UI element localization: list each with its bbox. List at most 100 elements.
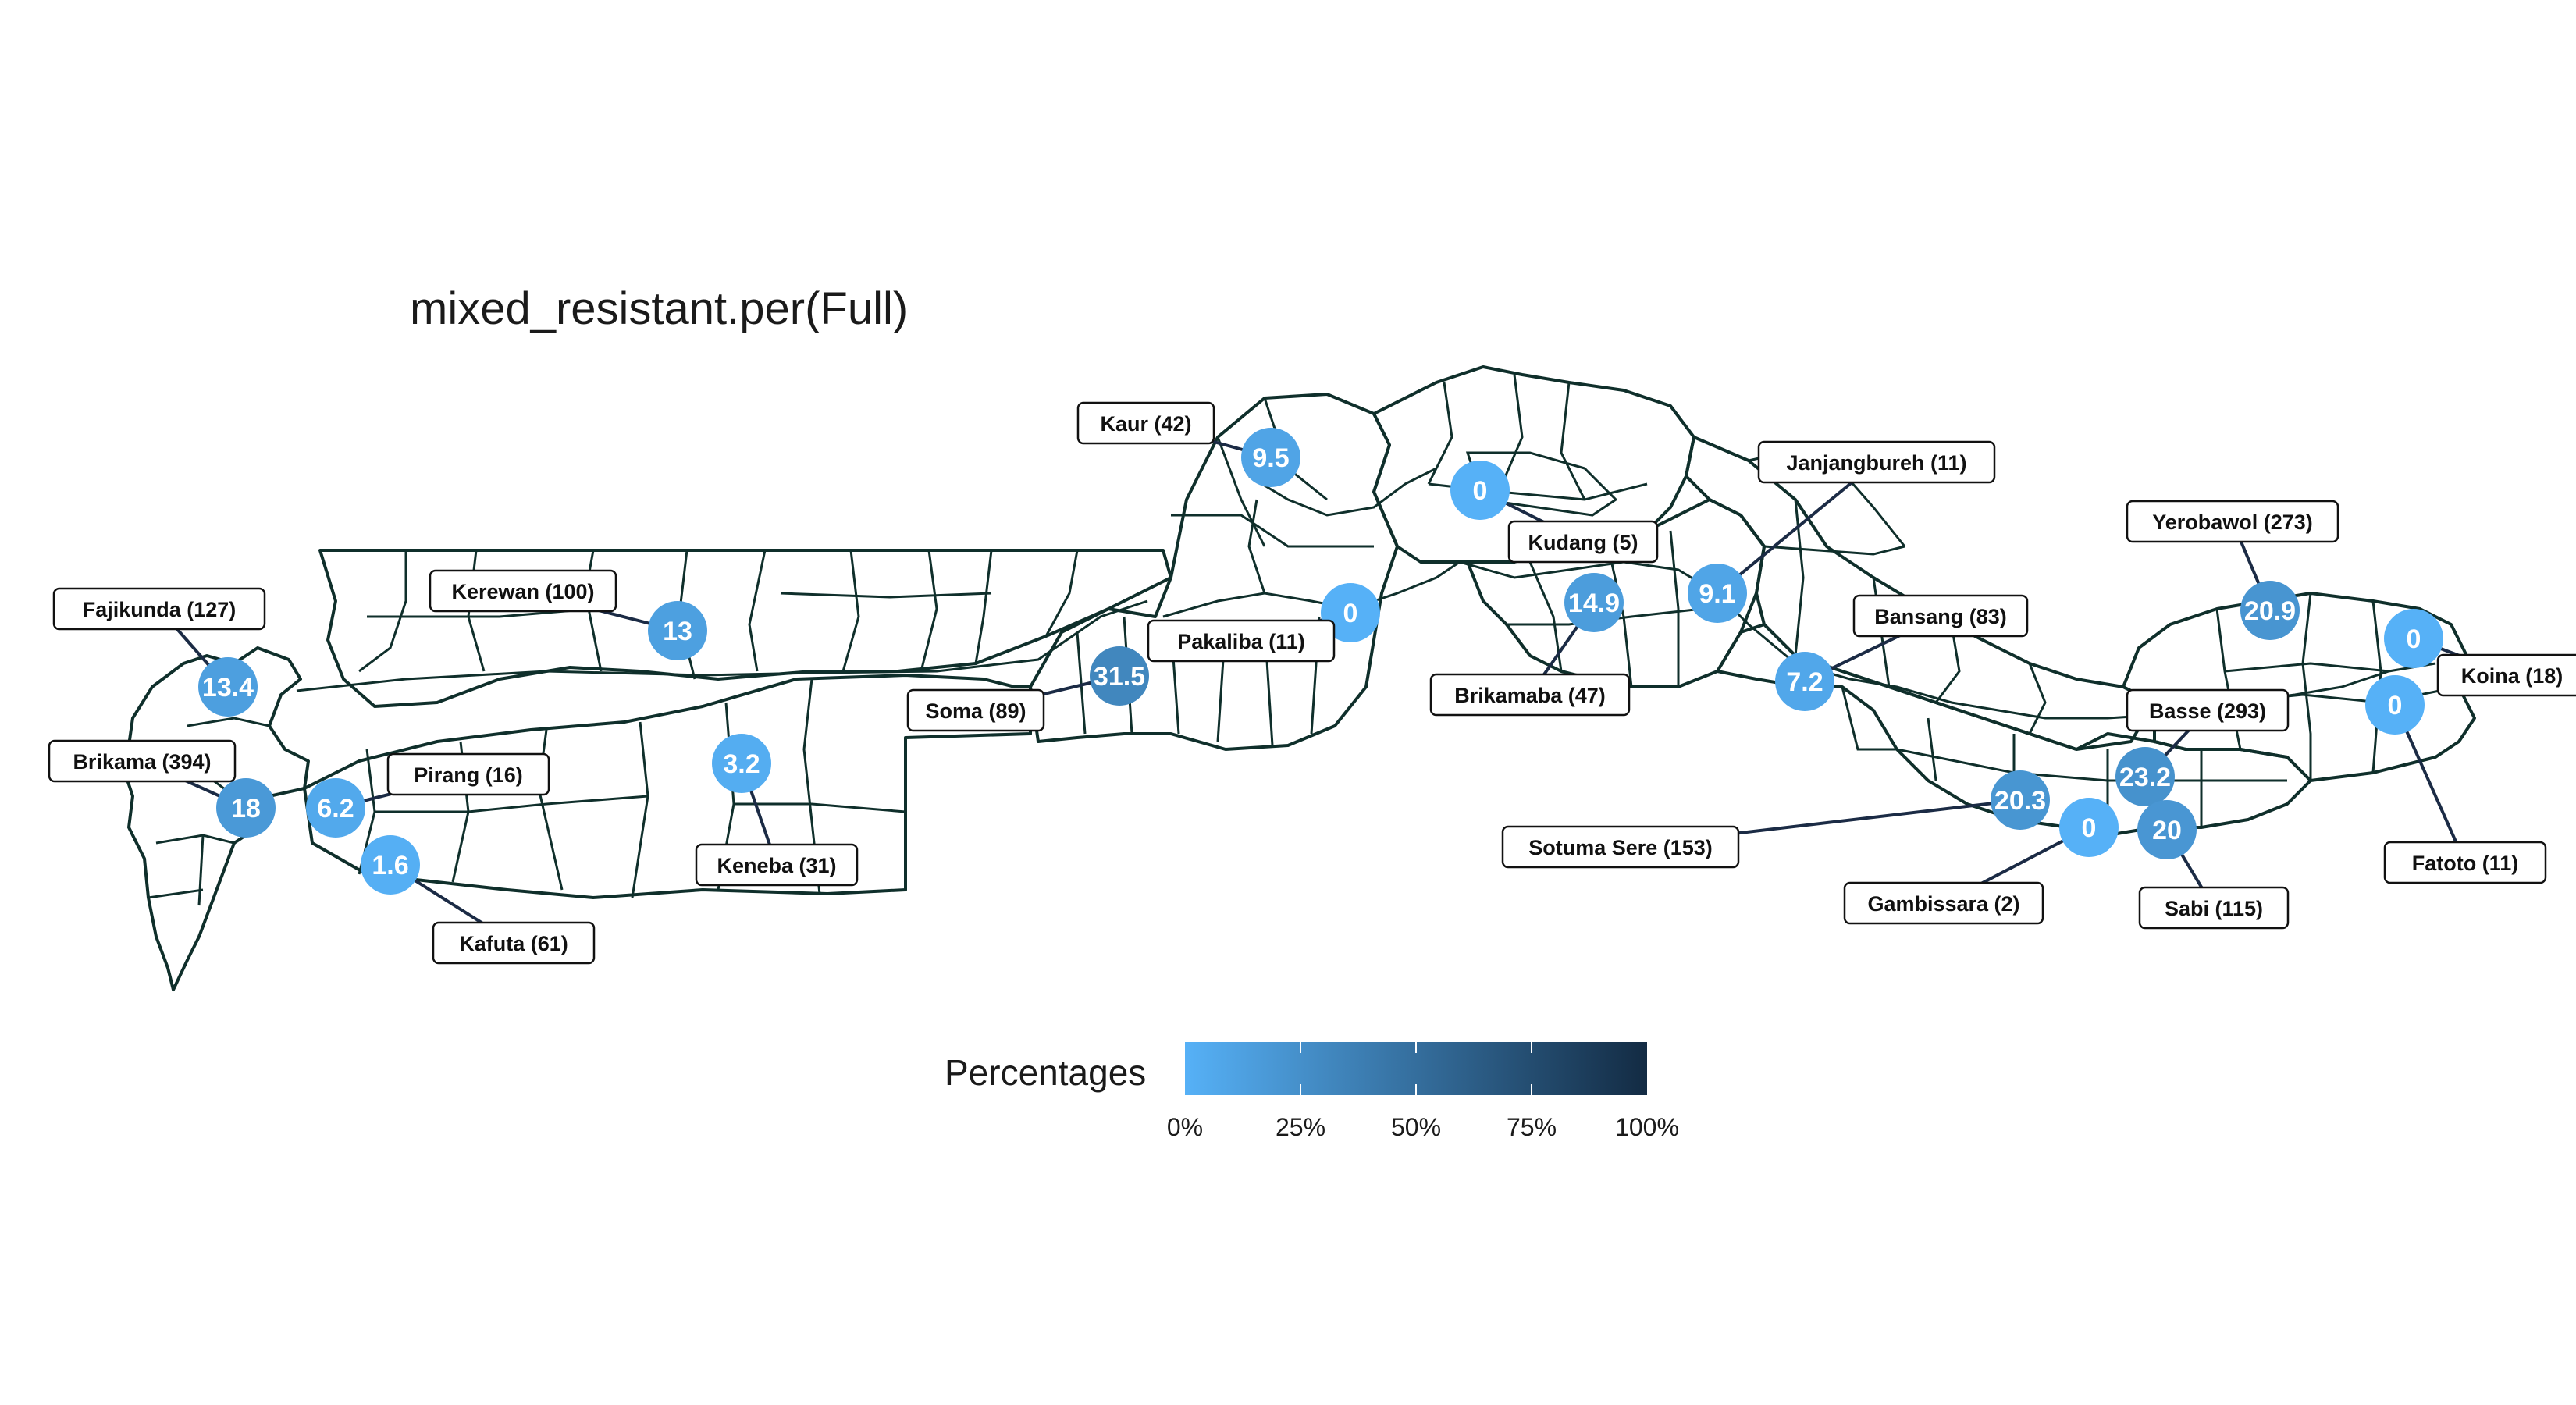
- label-gambissara: Gambissara (2): [1843, 881, 2044, 925]
- label-box-kafuta: [432, 921, 596, 965]
- label-box-sotuma-sere: [1501, 825, 1740, 869]
- marker-value-sabi: 20: [2152, 816, 2182, 845]
- label-text-fatoto: Fatoto (11): [2412, 852, 2519, 875]
- label-kudang: Kudang (5): [1507, 520, 1659, 564]
- marker-value-soma: 31.5: [1094, 662, 1145, 692]
- marker-value-kerewan: 13: [663, 617, 692, 646]
- legend-tick-label: 25%: [1276, 1113, 1325, 1141]
- label-text-kudang: Kudang (5): [1528, 531, 1638, 554]
- label-text-kerewan: Kerewan (100): [451, 580, 594, 603]
- marker-kaur: [1241, 428, 1300, 487]
- legend-tick-label: 0%: [1167, 1113, 1203, 1141]
- marker-value-pakaliba: 0: [1343, 599, 1358, 628]
- legend-ticks: 0% 25% 50% 75% 100%: [1167, 1042, 1679, 1141]
- label-box-kaur: [1076, 401, 1215, 445]
- label-box-fajikunda: [52, 587, 266, 631]
- marker-kafuta: [361, 835, 420, 895]
- label-box-pirang: [386, 752, 550, 796]
- marker-fatoto: [2365, 675, 2425, 735]
- legend-tick-label: 50%: [1391, 1113, 1441, 1141]
- marker-sotuma-sere: [1991, 770, 2050, 830]
- marker-brikamaba: [1564, 573, 1624, 632]
- marker-value-brikama: 18: [231, 794, 261, 823]
- north-east-outline: [1685, 436, 2156, 751]
- marker-value-janjangbureh: 9.1: [1699, 579, 1735, 609]
- site-markers: 13.4 18 6.2 1.6 13 3.2 31.5 9.5 0 0 14.9 9.1 7.2 20.3…: [198, 428, 2443, 895]
- marker-value-kafuta: 1.6: [372, 851, 408, 880]
- marker-value-brikamaba: 14.9: [1568, 589, 1620, 618]
- label-text-brikama: Brikama (394): [73, 750, 211, 774]
- label-kerewan: Kerewan (100): [429, 569, 617, 613]
- label-box-soma: [906, 688, 1045, 732]
- label-koina: Koina (18): [2436, 653, 2576, 697]
- label-text-yerobawol: Yerobawol (273): [2152, 510, 2313, 534]
- site-labels: Fajikunda (127) Brikama (394) Pirang (16) K…: [48, 401, 2576, 965]
- marker-value-keneba: 3.2: [723, 749, 760, 779]
- marker-pirang: [306, 778, 365, 838]
- label-sabi: Sabi (115): [2138, 886, 2290, 930]
- label-text-brikamaba: Brikamaba (47): [1454, 684, 1606, 707]
- north-central-outline: [1372, 365, 1695, 564]
- label-text-janjangbureh: Janjangbureh (11): [1786, 451, 1966, 475]
- marker-value-yerobawol: 20.9: [2244, 596, 2296, 626]
- label-box-pakaliba: [1147, 619, 1336, 663]
- marker-sabi: [2137, 800, 2197, 859]
- label-text-fajikunda: Fajikunda (127): [83, 598, 237, 621]
- marker-kerewan: [648, 601, 707, 660]
- label-text-koina: Koina (18): [2461, 664, 2564, 688]
- marker-janjangbureh: [1688, 564, 1747, 623]
- marker-koina: [2384, 609, 2443, 668]
- label-text-basse: Basse (293): [2149, 699, 2266, 723]
- label-kaur: Kaur (42): [1076, 401, 1215, 445]
- marker-value-gambissara: 0: [2082, 813, 2097, 843]
- label-text-sotuma-sere: Sotuma Sere (153): [1528, 836, 1713, 859]
- label-pakaliba: Pakaliba (11): [1147, 619, 1336, 663]
- label-text-gambissara: Gambissara (2): [1867, 892, 2019, 916]
- label-pirang: Pirang (16): [386, 752, 550, 796]
- label-fajikunda: Fajikunda (127): [52, 587, 266, 631]
- marker-value-bansang: 7.2: [1786, 667, 1823, 697]
- label-text-pirang: Pirang (16): [414, 763, 523, 787]
- central-west-outline: [1029, 393, 1399, 751]
- label-soma: Soma (89): [906, 688, 1045, 732]
- label-yerobawol: Yerobawol (273): [2126, 500, 2339, 543]
- label-text-sabi: Sabi (115): [2165, 897, 2263, 920]
- label-box-kudang: [1507, 520, 1659, 564]
- marker-kudang: [1450, 461, 1510, 520]
- label-box-keneba: [695, 843, 859, 887]
- marker-value-kaur: 9.5: [1252, 443, 1289, 473]
- label-bansang: Bansang (83): [1852, 594, 2029, 638]
- label-box-janjangbureh: [1757, 440, 1996, 484]
- legend-tick-label: 75%: [1507, 1113, 1557, 1141]
- chart-title: mixed_resistant.per(Full): [410, 283, 908, 334]
- marker-value-fajikunda: 13.4: [202, 673, 254, 702]
- label-box-yerobawol: [2126, 500, 2339, 543]
- marker-value-koina: 0: [2407, 624, 2421, 654]
- label-fatoto: Fatoto (11): [2383, 841, 2547, 884]
- label-text-kafuta: Kafuta (61): [459, 932, 568, 955]
- label-brikamaba: Brikamaba (47): [1429, 673, 1631, 717]
- marker-basse: [2115, 747, 2175, 806]
- marker-yerobawol: [2240, 581, 2300, 640]
- label-basse: Basse (293): [2126, 688, 2290, 732]
- label-box-brikamaba: [1429, 673, 1631, 717]
- legend-title: Percentages: [945, 1052, 1146, 1093]
- marker-gambissara: [2059, 798, 2119, 857]
- marker-fajikunda: [198, 657, 258, 717]
- label-box-fatoto: [2383, 841, 2547, 884]
- label-box-kerewan: [429, 569, 617, 613]
- label-box-brikama: [48, 739, 237, 783]
- label-keneba: Keneba (31): [695, 843, 859, 887]
- label-kafuta: Kafuta (61): [432, 921, 596, 965]
- marker-value-kudang: 0: [1473, 476, 1488, 506]
- label-box-bansang: [1852, 594, 2029, 638]
- label-box-gambissara: [1843, 881, 2044, 925]
- label-janjangbureh: Janjangbureh (11): [1757, 440, 1996, 484]
- marker-brikama: [216, 778, 276, 838]
- marker-value-pirang: 6.2: [317, 794, 354, 823]
- gambia-basemap: [123, 365, 2476, 991]
- label-box-sabi: [2138, 886, 2290, 930]
- marker-soma: [1090, 646, 1149, 706]
- marker-keneba: [712, 734, 771, 793]
